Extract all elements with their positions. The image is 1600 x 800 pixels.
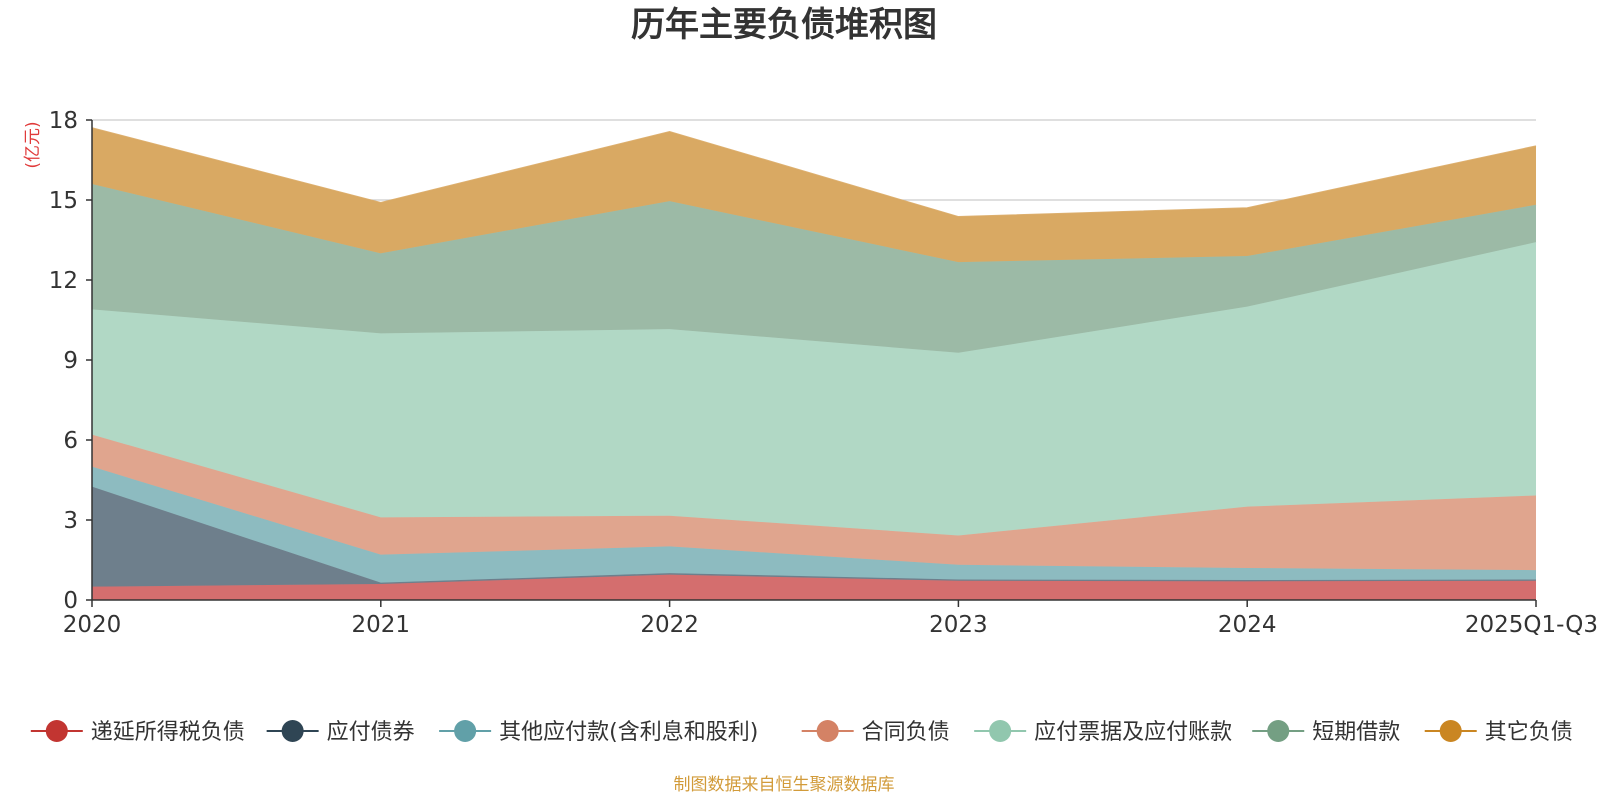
legend-label: 短期借款: [1312, 720, 1400, 745]
y-tick-label: 15: [49, 188, 78, 214]
legend-label: 应付债券: [327, 720, 415, 745]
legend-item-2[interactable]: 其他应付款(含利息和股利): [439, 720, 758, 745]
area-edge-6: [91, 127, 1537, 218]
y-tick-labels: 0 3 6 9 12 15 18: [49, 108, 92, 614]
legend-item-4[interactable]: 应付票据及应付账款: [974, 720, 1232, 745]
legend-item-5[interactable]: 短期借款: [1252, 720, 1400, 745]
legend-circle-marker: [816, 720, 839, 742]
area-edge-1: [91, 485, 1537, 584]
x-tick-label: 2021: [352, 612, 411, 638]
legend-label: 其他应付款(含利息和股利): [499, 720, 758, 745]
legend-circle-marker: [1267, 720, 1290, 742]
legend-circle-marker: [989, 720, 1012, 742]
area-series-0: [92, 574, 1536, 600]
legend-item-1[interactable]: 应付债券: [266, 720, 415, 745]
legend-circle-marker: [281, 720, 304, 742]
legend-circle-marker: [45, 720, 68, 742]
y-axis-unit: (亿元): [23, 121, 43, 168]
area-series-4: [92, 242, 1536, 536]
legend-label: 其它负债: [1485, 720, 1573, 745]
legend-item-3[interactable]: 合同负债: [801, 720, 950, 745]
x-tick-labels: 2020 2021 2022 2023 2024 2025Q1-Q3: [63, 600, 1598, 638]
x-tick-label: 2025Q1-Q3: [1465, 612, 1598, 638]
legend-item-6[interactable]: 其它负债: [1424, 720, 1573, 745]
legend-label: 应付票据及应付账款: [1034, 720, 1232, 745]
y-tick-label: 6: [63, 428, 78, 454]
area-series-1: [92, 486, 1536, 587]
legend-label: 递延所得税负债: [91, 720, 245, 745]
y-tick-label: 12: [49, 268, 78, 294]
area-series-2: [92, 466, 1536, 583]
y-tick-label: 9: [63, 348, 78, 374]
source-note: 制图数据来自恒生聚源数据库: [674, 775, 895, 795]
y-tick-label: 0: [63, 588, 78, 614]
legend[interactable]: 递延所得税负债 应付债券 其他应付款(含利息和股利) 合同负债 应付票据及应付账款 短期借…: [30, 720, 1573, 745]
area-series-3: [92, 434, 1536, 571]
x-tick-label: 2020: [63, 612, 122, 638]
y-tick-label: 18: [49, 108, 78, 134]
legend-item-0[interactable]: 递延所得税负债: [30, 720, 245, 745]
area-series-6: [92, 128, 1536, 263]
legend-circle-marker: [454, 720, 477, 742]
legend-label: 合同负债: [862, 720, 950, 745]
x-tick-label: 2023: [929, 612, 988, 638]
x-tick-label: 2024: [1218, 612, 1277, 638]
legend-circle-marker: [1439, 720, 1462, 742]
area-series-5: [92, 184, 1536, 353]
y-tick-label: 3: [63, 508, 78, 534]
area-series: [91, 127, 1537, 600]
chart-title: 历年主要负债堆积图: [631, 5, 937, 45]
x-tick-label: 2022: [640, 612, 699, 638]
